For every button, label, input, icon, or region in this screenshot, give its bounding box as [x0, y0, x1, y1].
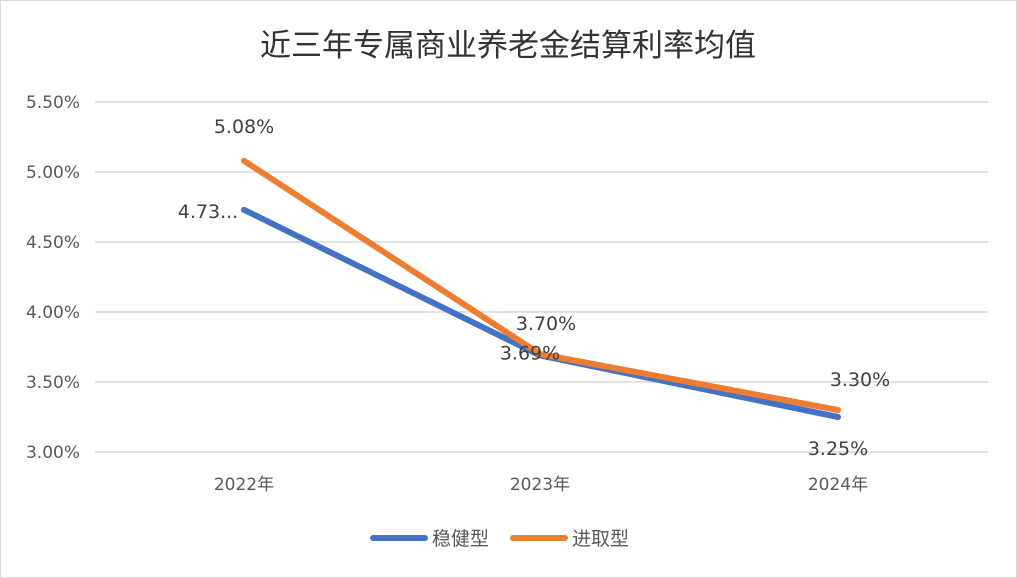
data-label: 3.25%: [808, 438, 868, 460]
y-tick-label: 3.00%: [26, 443, 80, 463]
chart-title: 近三年专属商业养老金结算利率均值: [260, 28, 756, 64]
x-tick-label: 2023年: [510, 475, 570, 495]
x-tick-label: 2022年: [214, 475, 274, 495]
y-tick-label: 4.50%: [26, 233, 80, 253]
data-label: 4.73...: [178, 201, 238, 223]
y-tick-label: 3.50%: [26, 373, 80, 393]
y-tick-label: 4.00%: [26, 303, 80, 323]
series-line-2: [241, 157, 841, 413]
x-tick-label: 2024年: [808, 475, 868, 495]
y-tick-label: 5.00%: [26, 163, 80, 183]
legend-label: 稳健型: [432, 528, 489, 550]
data-label: 3.69%: [500, 342, 560, 364]
data-label: 3.70%: [516, 313, 576, 335]
data-label: 5.08%: [214, 116, 274, 138]
data-label: 3.30%: [830, 369, 890, 391]
legend-label: 进取型: [572, 528, 629, 550]
y-tick-label: 5.50%: [26, 93, 80, 113]
